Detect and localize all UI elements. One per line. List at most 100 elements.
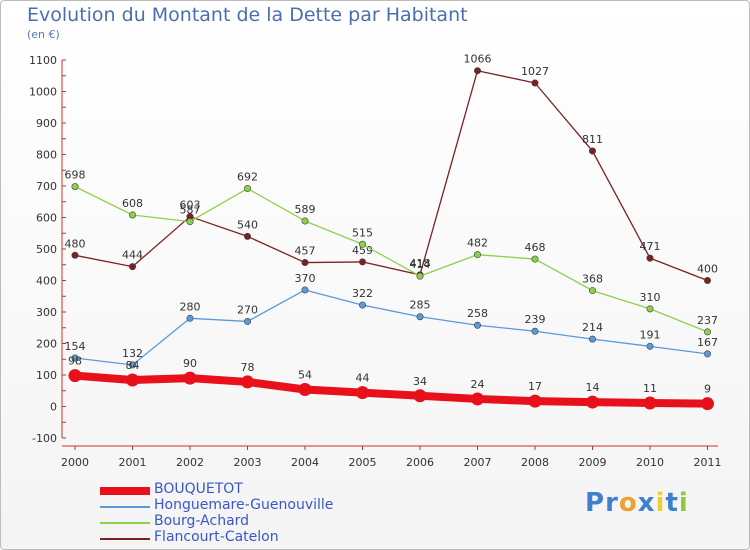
data-point-flancourt-catelon <box>71 251 79 259</box>
logo-letter: P <box>585 488 606 518</box>
x-tick-label: 2003 <box>234 456 262 469</box>
data-label-bouquetot: 44 <box>356 372 370 385</box>
y-tick-label: 400 <box>36 275 57 288</box>
data-point-bourg-achard <box>244 185 252 193</box>
data-point-bourg-achard <box>186 218 194 226</box>
data-point-honguemare-guenouville <box>703 350 711 358</box>
legend-label: BOUQUETOT <box>154 481 243 497</box>
data-point-bouquetot <box>471 392 484 406</box>
data-point-bouquetot <box>68 369 82 383</box>
data-point-bourg-achard <box>129 211 137 219</box>
x-tick-label: 2002 <box>176 456 204 469</box>
x-tick-label: 2010 <box>636 456 664 469</box>
data-label-bourg-achard: 310 <box>640 291 661 304</box>
data-label-bouquetot: 98 <box>68 355 82 368</box>
x-tick-label: 2000 <box>61 456 89 469</box>
data-point-flancourt-catelon <box>473 67 481 75</box>
data-point-flancourt-catelon <box>588 147 596 155</box>
data-label-flancourt-catelon: 811 <box>582 133 603 146</box>
data-label-flancourt-catelon: 480 <box>65 237 86 250</box>
data-point-flancourt-catelon <box>244 232 252 240</box>
y-tick-label: 900 <box>36 117 57 130</box>
legend-label: Bourg-Achard <box>154 513 250 529</box>
data-label-honguemare-guenouville: 370 <box>295 272 316 285</box>
data-label-flancourt-catelon: 540 <box>237 218 258 231</box>
data-label-bouquetot: 11 <box>643 382 657 395</box>
chart-subtitle: (en €) <box>27 28 60 41</box>
data-label-flancourt-catelon: 1027 <box>521 65 549 78</box>
data-point-honguemare-guenouville <box>531 327 539 335</box>
data-label-bourg-achard: 482 <box>467 237 488 250</box>
data-label-flancourt-catelon: 457 <box>295 245 316 258</box>
data-point-bourg-achard <box>301 217 309 225</box>
logo-letter: r <box>605 488 619 518</box>
data-label-honguemare-guenouville: 270 <box>237 303 258 316</box>
line-chart: -100 0 100 200 300 400 500 600 700 800 900 1000 1100… <box>29 53 722 469</box>
logo-letter: x <box>637 488 656 518</box>
data-point-bouquetot <box>126 373 139 387</box>
data-label-bouquetot: 9 <box>704 383 711 396</box>
data-label-bouquetot: 78 <box>241 361 255 374</box>
data-label-bouquetot: 90 <box>183 357 197 370</box>
x-tick-label: 2009 <box>579 456 607 469</box>
data-label-honguemare-guenouville: 214 <box>582 321 603 334</box>
legend-swatch <box>100 522 150 524</box>
data-label-bourg-achard: 414 <box>410 258 431 271</box>
data-point-bouquetot <box>528 394 542 408</box>
data-point-bourg-achard <box>358 240 366 248</box>
data-label-bouquetot: 14 <box>586 381 600 394</box>
data-point-honguemare-guenouville <box>473 321 481 329</box>
data-label-flancourt-catelon: 471 <box>640 240 661 253</box>
legend-swatch <box>100 506 150 508</box>
data-label-flancourt-catelon: 418 <box>410 257 431 270</box>
data-label-honguemare-guenouville: 191 <box>640 328 661 341</box>
data-point-bouquetot <box>586 395 599 409</box>
data-label-honguemare-guenouville: 132 <box>122 347 143 360</box>
data-point-flancourt-catelon <box>646 254 654 262</box>
data-label-bouquetot: 84 <box>126 359 140 372</box>
x-tick-label: 2005 <box>349 456 377 469</box>
logo-letter: i <box>678 488 689 518</box>
series-line-flancourt-catelon <box>74 70 709 282</box>
data-label-flancourt-catelon: 1066 <box>464 53 492 66</box>
data-point-bourg-achard <box>588 287 596 295</box>
data-label-flancourt-catelon: 603 <box>180 199 201 212</box>
data-label-bourg-achard: 589 <box>295 203 316 216</box>
chart-title: Evolution du Montant de la Dette par Hab… <box>27 4 468 26</box>
y-tick-label: 700 <box>36 180 57 193</box>
data-point-bouquetot <box>298 382 312 396</box>
data-label-honguemare-guenouville: 239 <box>525 313 546 326</box>
data-point-bouquetot <box>183 371 197 385</box>
data-label-honguemare-guenouville: 167 <box>697 336 718 349</box>
data-label-flancourt-catelon: 444 <box>122 249 143 262</box>
data-point-bourg-achard <box>646 305 654 313</box>
data-label-honguemare-guenouville: 154 <box>65 340 86 353</box>
data-point-bourg-achard <box>531 255 539 263</box>
data-label-bourg-achard: 608 <box>122 197 143 210</box>
data-label-bouquetot: 17 <box>528 380 542 393</box>
data-point-honguemare-guenouville <box>358 301 366 309</box>
data-point-honguemare-guenouville <box>71 354 79 362</box>
x-tick-label: 2008 <box>521 456 549 469</box>
y-tick-label: 200 <box>36 338 57 351</box>
logo-letter: o <box>618 488 638 518</box>
data-label-bourg-achard: 692 <box>237 171 258 184</box>
proxiti-logo: Proxiti <box>585 488 689 518</box>
data-point-flancourt-catelon <box>531 79 539 87</box>
data-label-bouquetot: 24 <box>471 378 485 391</box>
data-point-flancourt-catelon <box>129 263 137 271</box>
data-label-bourg-achard: 368 <box>582 273 603 286</box>
data-label-flancourt-catelon: 400 <box>697 263 718 276</box>
data-point-honguemare-guenouville <box>588 335 596 343</box>
x-tick-label: 2004 <box>291 456 319 469</box>
data-point-honguemare-guenouville <box>301 286 309 294</box>
legend-swatch <box>100 487 150 495</box>
data-point-flancourt-catelon <box>358 258 366 266</box>
y-tick-label: 1000 <box>29 86 57 99</box>
data-point-honguemare-guenouville <box>244 317 252 325</box>
series-line-honguemare-guenouville <box>74 289 709 366</box>
x-tick-label: 2006 <box>406 456 434 469</box>
legend-swatch <box>100 538 150 540</box>
series-line-bourg-achard <box>74 185 709 333</box>
y-tick-label: 100 <box>36 369 57 382</box>
